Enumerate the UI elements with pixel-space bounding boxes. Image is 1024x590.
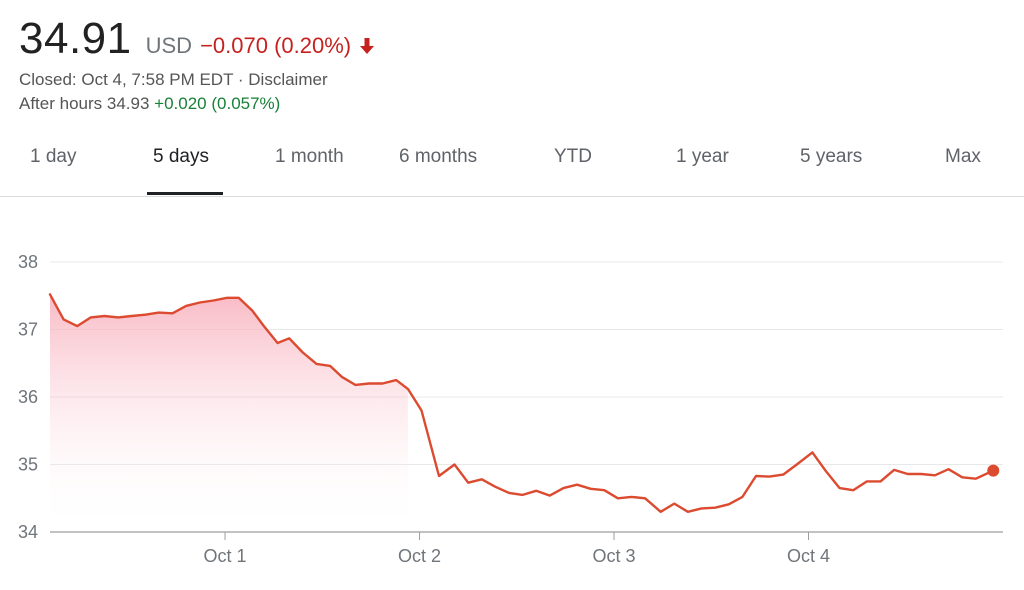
tab-5-days[interactable]: 5 days <box>153 146 209 167</box>
after-hours-label: After hours 34.93 <box>19 94 150 113</box>
price-change: −0.070 (0.20%) <box>200 33 352 58</box>
chart-tick-labels: 34 35 36 37 38 Oct 1 Oct 2 Oct 3 Oct 4 <box>18 252 830 566</box>
after-hours-row: After hours 34.93 +0.020 (0.057%) <box>19 92 375 116</box>
tab-ytd[interactable]: YTD <box>554 146 592 167</box>
tab-max[interactable]: Max <box>945 146 981 167</box>
tab-1-day[interactable]: 1 day <box>30 146 77 167</box>
chart-price-line <box>48 293 1000 513</box>
tab-6-months[interactable]: 6 months <box>399 146 478 167</box>
x-tick-label: Oct 2 <box>398 546 441 566</box>
closed-status: Closed: Oct 4, 7:58 PM EDT · Disclaimer <box>19 70 328 89</box>
x-tick-label: Oct 1 <box>204 546 247 566</box>
tab-1-month[interactable]: 1 month <box>275 146 344 167</box>
chart-area-fill <box>50 294 408 532</box>
y-tick-label: 38 <box>18 252 38 272</box>
price-chart[interactable]: 34 35 36 37 38 Oct 1 Oct 2 Oct 3 Oct 4 <box>0 196 1024 590</box>
y-tick-label: 36 <box>18 387 38 407</box>
tab-1-year[interactable]: 1 year <box>676 146 729 167</box>
x-tick-label: Oct 4 <box>787 546 830 566</box>
y-tick-label: 37 <box>18 320 38 340</box>
current-price: 34.91 <box>19 14 132 63</box>
price-line <box>48 293 995 513</box>
area-fill <box>50 294 408 532</box>
x-tick-label: Oct 3 <box>593 546 636 566</box>
y-tick-label: 34 <box>18 522 38 542</box>
range-tabs: 1 day 5 days 1 month 6 months YTD 1 year… <box>0 132 1024 197</box>
tab-5-years[interactable]: 5 years <box>800 146 863 167</box>
current-price-point[interactable] <box>987 464 1000 477</box>
currency-label: USD <box>145 33 193 58</box>
quote-header: 34.91 USD −0.070 (0.20%) Closed: Oct 4, … <box>19 14 375 116</box>
active-tab-indicator <box>147 192 223 195</box>
price-row: 34.91 USD −0.070 (0.20%) <box>19 14 375 64</box>
y-tick-label: 35 <box>18 455 38 475</box>
after-hours-change: +0.020 (0.057%) <box>154 94 281 113</box>
down-arrow-icon <box>359 37 375 55</box>
